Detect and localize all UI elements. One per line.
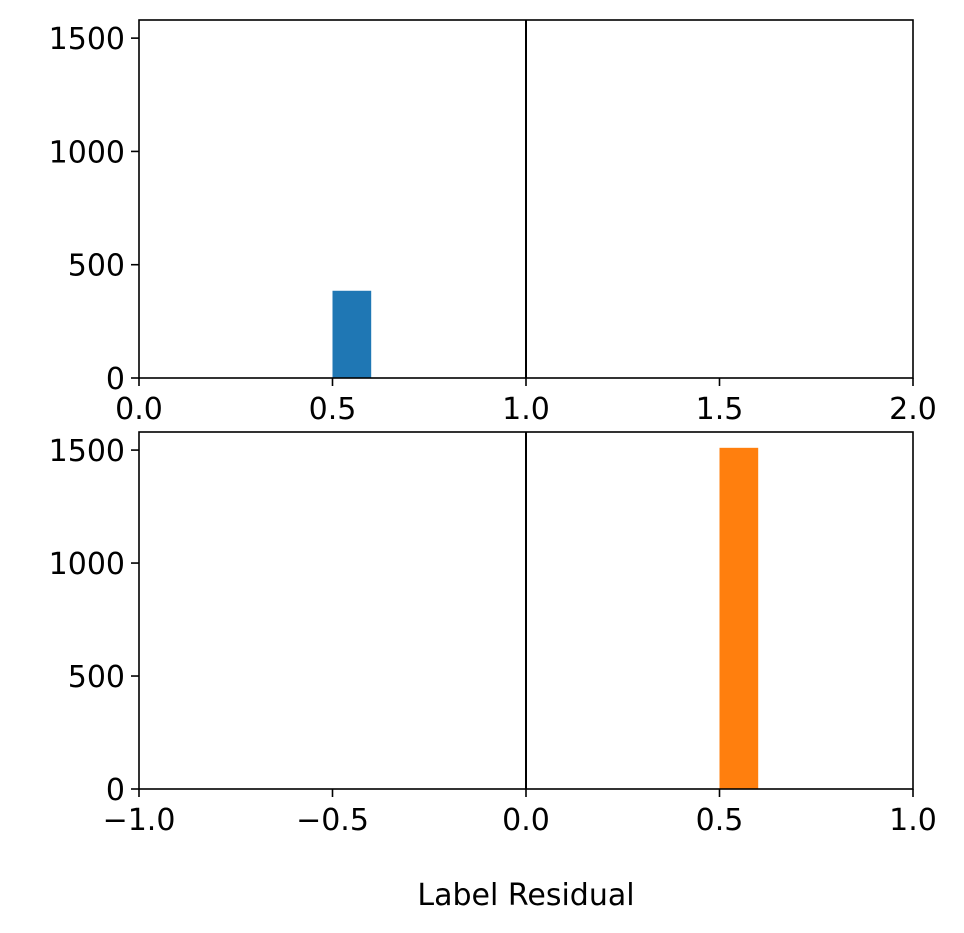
- y-tick-label: 0: [106, 773, 125, 808]
- histogram-bar: [332, 290, 372, 378]
- bottom-histogram-panel: −1.0 −0.5 0.0 0.5 1.0 0 500 1000 1500: [49, 431, 937, 838]
- x-tick-label: 0.5: [309, 392, 357, 427]
- x-tick-label: 1.5: [696, 392, 744, 427]
- x-tick-label: 0.5: [696, 803, 744, 838]
- x-tick-label: 0.0: [115, 392, 163, 427]
- y-tick-label: 1500: [49, 434, 125, 469]
- y-tick-label: 500: [68, 660, 125, 695]
- x-tick-label: 1.0: [502, 392, 550, 427]
- y-tick-label: 1500: [49, 22, 125, 57]
- y-tick-label: 1000: [49, 135, 125, 170]
- x-tick-label: −1.0: [103, 803, 176, 838]
- x-tick-label: 0.0: [502, 803, 550, 838]
- x-tick-label: 2.0: [889, 392, 937, 427]
- y-tick-label: 500: [68, 249, 125, 284]
- y-tick-label: 1000: [49, 547, 125, 582]
- top-histogram-panel: 0.0 0.5 1.0 1.5 2.0 0 500 1000 1500: [49, 19, 937, 427]
- y-tick-label: 0: [106, 362, 125, 397]
- histogram-bar: [719, 447, 759, 789]
- x-axis-label: Label Residual: [417, 878, 634, 913]
- x-tick-label: 1.0: [889, 803, 937, 838]
- x-tick-label: −0.5: [296, 803, 369, 838]
